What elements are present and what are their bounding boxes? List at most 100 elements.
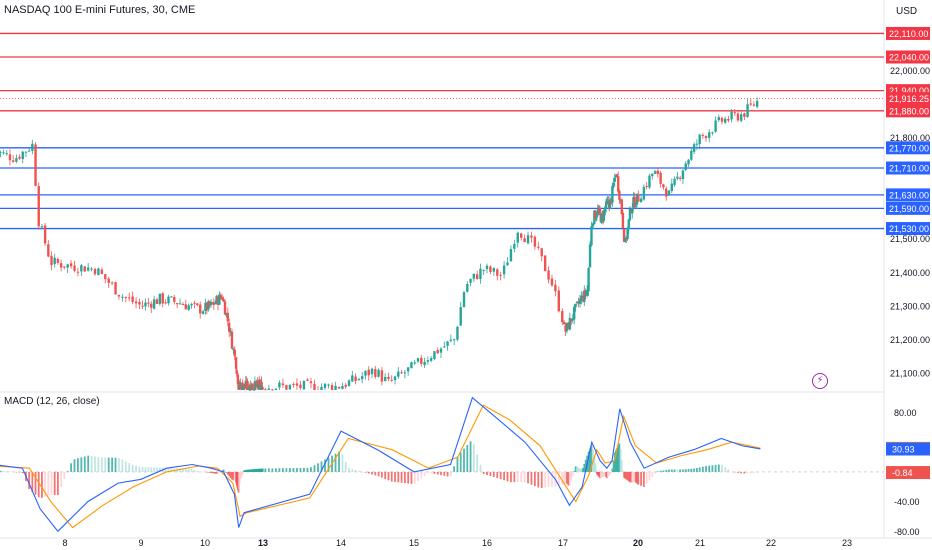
macd-histogram-bar: [584, 459, 587, 472]
macd-histogram-bar: [73, 459, 76, 472]
candle-body: [167, 296, 170, 304]
macd-histogram-bar: [21, 471, 24, 474]
candle: [344, 382, 347, 390]
candle: [681, 169, 685, 184]
candle-body: [248, 386, 251, 390]
price-tick-label: 21,100.00: [890, 369, 930, 379]
candle-body: [485, 265, 489, 270]
candle: [426, 356, 430, 365]
price-axis[interactable]: 22,110.00 22,040.00 21,940.00 21,880.00 21,7…: [886, 26, 930, 379]
candle-body: [429, 358, 433, 361]
candle: [639, 193, 643, 203]
macd-histogram-bar: [83, 456, 86, 472]
support-level-label: 21,630.00: [889, 190, 929, 200]
candle-body: [733, 112, 736, 114]
candle-body: [469, 278, 472, 283]
macd-histogram-bar: [557, 471, 560, 486]
candle: [211, 301, 214, 305]
macd-histogram-bar: [147, 467, 150, 472]
macd-histogram-bar: [566, 471, 568, 484]
candle-body: [230, 331, 234, 349]
candle: [367, 366, 370, 381]
candle-body: [271, 389, 274, 391]
macd-histogram-bar: [215, 471, 218, 474]
candle: [128, 292, 131, 302]
macd-histogram-bar: [357, 470, 360, 472]
candle-body: [83, 266, 86, 272]
support-level-label: 21,530.00: [889, 224, 929, 234]
candle: [226, 307, 229, 327]
candle: [374, 365, 377, 379]
macd-histogram-bar: [753, 471, 755, 474]
macd-histogram-bar: [104, 457, 107, 472]
macd-histogram-bar: [701, 466, 704, 472]
macd-histogram-bar: [100, 457, 103, 472]
macd-histogram-bar: [619, 449, 622, 472]
candle-body: [615, 174, 619, 177]
macd-histogram-bar: [138, 466, 141, 472]
candle-body: [390, 379, 393, 381]
candle: [755, 97, 759, 109]
macd-histogram-bar: [721, 464, 723, 472]
macd-histogram-bar: [232, 471, 235, 481]
candle: [526, 231, 530, 245]
macd-histogram-bar: [5, 471, 8, 472]
candle: [267, 384, 271, 390]
macd-histogram-bar: [224, 471, 226, 472]
lightning-icon[interactable]: ⚡: [812, 373, 828, 389]
candle: [288, 383, 292, 390]
candle: [360, 371, 364, 384]
time-tick-label: 23: [842, 538, 852, 548]
candle: [557, 286, 561, 313]
candle-body: [492, 268, 496, 272]
macd-histogram-bar: [705, 466, 707, 472]
macd-histogram-bar: [640, 471, 642, 486]
macd-histogram-bar: [214, 471, 217, 474]
candle: [201, 309, 205, 315]
support-level-tag: [886, 222, 930, 236]
candle: [733, 109, 736, 117]
candle: [380, 366, 384, 386]
candle: [561, 308, 564, 325]
time-tick-label: 8: [62, 538, 67, 548]
macd-histogram-bar: [211, 471, 214, 474]
candle: [714, 116, 717, 133]
candle: [147, 297, 150, 308]
macd-histogram-bar: [153, 467, 156, 472]
candle: [420, 354, 423, 367]
candle-body: [653, 171, 657, 174]
candle-body: [496, 269, 499, 276]
candle-body: [676, 176, 679, 179]
candle: [530, 231, 533, 243]
macd-histogram-bar: [633, 471, 636, 483]
candle: [225, 312, 228, 318]
candle: [585, 285, 589, 298]
candle: [567, 322, 570, 330]
candle: [667, 190, 671, 196]
candle: [141, 300, 144, 310]
macd-histogram-bar: [624, 471, 627, 479]
candle: [608, 195, 612, 210]
macd-axis[interactable]: 80.00-40.00-80.0031.7730.93-0.84: [886, 408, 930, 537]
macd-histogram-bar: [364, 471, 367, 473]
macd-histogram-bar: [479, 464, 482, 472]
candle-body: [633, 197, 636, 208]
symbol-title[interactable]: NASDAQ 100 E-mini Futures, 30, CME: [4, 4, 196, 16]
macd-histogram-bar: [568, 471, 571, 486]
candle-body: [134, 301, 138, 304]
candle: [251, 383, 254, 390]
macd-indicator-label[interactable]: MACD (12, 26, close): [4, 396, 100, 407]
candle-body: [540, 248, 543, 257]
candle-body: [80, 265, 83, 272]
candle-body: [150, 303, 153, 308]
candle: [571, 314, 574, 324]
macd-histogram-bar: [443, 471, 446, 476]
macd-histogram-bar: [107, 457, 110, 472]
candle-body: [302, 380, 306, 390]
candle: [406, 367, 410, 376]
time-axis[interactable]: 8 9 10 13 14 15 16 17 20 21 22 23: [62, 538, 852, 548]
candle-body: [207, 301, 210, 310]
macd-histogram-bar: [324, 459, 326, 472]
candle-body: [607, 200, 610, 205]
